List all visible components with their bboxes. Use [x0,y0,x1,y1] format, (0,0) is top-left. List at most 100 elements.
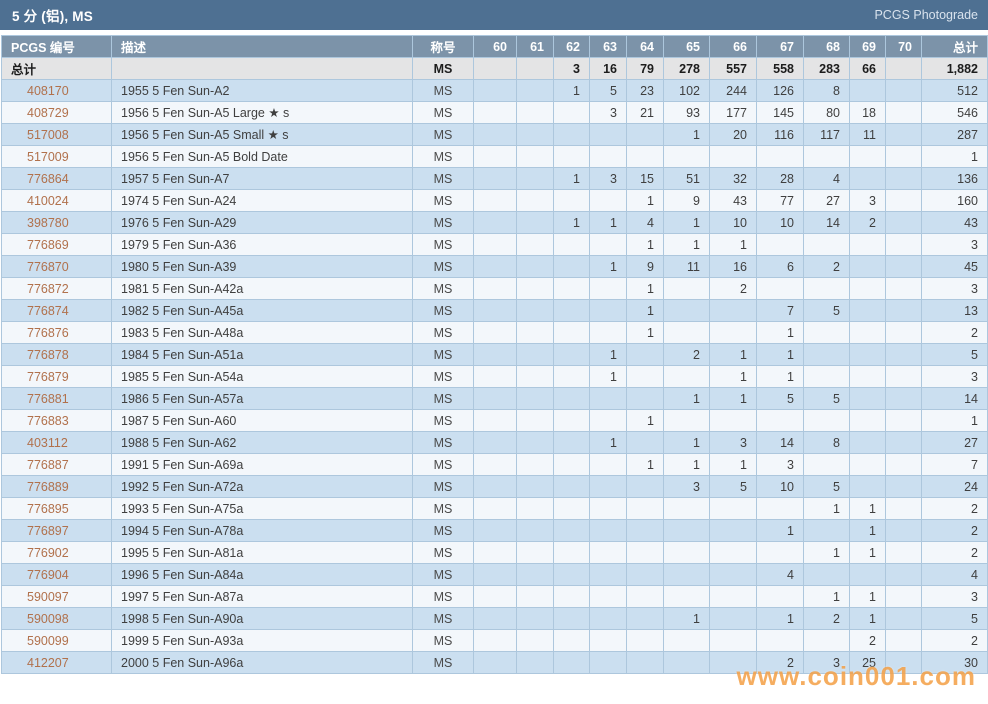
pcgs-number-link[interactable]: 776869 [27,237,69,252]
row-total-cell: 43 [921,211,988,234]
pcgs-number-link[interactable]: 776874 [27,303,69,318]
grade-cell-70 [885,211,922,234]
pcgs-number-link[interactable]: 590099 [27,633,69,648]
grade-cell-68: 8 [803,79,850,102]
grade-cell-66: 1 [709,233,757,256]
grade-cell-64 [626,519,664,542]
grade-cell-67 [756,145,804,168]
pcgs-number-link[interactable]: 410024 [27,193,69,208]
row-total-cell: 2 [921,497,988,520]
grade-cell-60 [473,387,517,410]
pcgs-number-link[interactable]: 776883 [27,413,69,428]
grade-cell-67 [756,541,804,564]
grade-cell-65 [663,541,710,564]
grade-cell-61 [516,453,554,476]
page-title: 5 分 (铝), MS [12,9,93,24]
grade-cell-69 [849,321,886,344]
grade-cell-65 [663,563,710,586]
pcgs-number-link[interactable]: 517009 [27,149,69,164]
pcgs-cell: 517008 [1,123,112,146]
table-row: 776874 1982 5 Fen Sun-A45a MS 1 7 5 13 [1,299,988,322]
pcgs-number-link[interactable]: 776887 [27,457,69,472]
table-row: 776895 1993 5 Fen Sun-A75a MS 1 1 2 [1,497,988,520]
row-total-cell: 287 [921,123,988,146]
grade-cell-60 [473,453,517,476]
grade-cell-61 [516,101,554,124]
grade-cell-64 [626,607,664,630]
totals-grade-63: 16 [589,57,627,80]
pcgs-number-link[interactable]: 590097 [27,589,69,604]
row-total-cell: 14 [921,387,988,410]
grade-cell-60 [473,189,517,212]
grade-cell-68 [803,365,850,388]
pcgs-cell: 590099 [1,629,112,652]
grade-cell-68: 4 [803,167,850,190]
pcgs-number-link[interactable]: 408170 [27,83,69,98]
pcgs-number-link[interactable]: 776897 [27,523,69,538]
description-cell: 1992 5 Fen Sun-A72a [111,475,413,498]
table-row: 776878 1984 5 Fen Sun-A51a MS 1 2 1 1 5 [1,343,988,366]
row-total-cell: 3 [921,233,988,256]
grade-cell-63 [589,189,627,212]
pcgs-number-link[interactable]: 776881 [27,391,69,406]
grade-cell-69 [849,167,886,190]
description-cell: 1980 5 Fen Sun-A39 [111,255,413,278]
grade-cell-61 [516,343,554,366]
totals-grade-61 [516,57,554,80]
designation-cell: MS [412,651,474,674]
pcgs-number-link[interactable]: 776876 [27,325,69,340]
grade-cell-69: 1 [849,607,886,630]
designation-cell: MS [412,365,474,388]
grade-cell-60 [473,233,517,256]
pcgs-number-link[interactable]: 776895 [27,501,69,516]
pcgs-number-link[interactable]: 590098 [27,611,69,626]
pcgs-number-link[interactable]: 517008 [27,127,69,142]
pcgs-number-link[interactable]: 776864 [27,171,69,186]
grade-cell-65: 1 [663,211,710,234]
row-total-cell: 2 [921,321,988,344]
pcgs-cell: 776876 [1,321,112,344]
grade-cell-64 [626,343,664,366]
pcgs-number-link[interactable]: 398780 [27,215,69,230]
grade-cell-69: 2 [849,211,886,234]
grade-cell-68 [803,145,850,168]
pcgs-cell: 590097 [1,585,112,608]
designation-cell: MS [412,167,474,190]
pcgs-cell: 412207 [1,651,112,674]
grade-cell-61 [516,585,554,608]
row-total-cell: 546 [921,101,988,124]
grade-cell-67: 14 [756,431,804,454]
grade-cell-60 [473,255,517,278]
pcgs-number-link[interactable]: 776902 [27,545,69,560]
totals-grade-65: 278 [663,57,710,80]
grade-cell-60 [473,409,517,432]
pcgs-number-link[interactable]: 776879 [27,369,69,384]
grade-cell-61 [516,79,554,102]
grade-cell-69: 18 [849,101,886,124]
col-header-64: 64 [626,35,664,58]
grade-cell-70 [885,299,922,322]
grade-cell-64 [626,387,664,410]
designation-cell: MS [412,519,474,542]
pcgs-number-link[interactable]: 776878 [27,347,69,362]
photograde-link[interactable]: PCGS Photograde [874,8,978,22]
description-cell: 1993 5 Fen Sun-A75a [111,497,413,520]
table-row: 408729 1956 5 Fen Sun-A5 Large ★ s MS 3 21 93… [1,101,988,124]
col-header-70: 70 [885,35,922,58]
pcgs-number-link[interactable]: 776904 [27,567,69,582]
grade-cell-62 [553,563,590,586]
grade-cell-66: 177 [709,101,757,124]
pcgs-number-link[interactable]: 776872 [27,281,69,296]
grade-cell-61 [516,145,554,168]
pcgs-cell: 776870 [1,255,112,278]
pcgs-number-link[interactable]: 403112 [27,435,68,450]
pcgs-number-link[interactable]: 776870 [27,259,69,274]
grade-cell-61 [516,563,554,586]
grade-cell-68: 117 [803,123,850,146]
pcgs-number-link[interactable]: 776889 [27,479,69,494]
grade-cell-65: 1 [663,233,710,256]
pcgs-number-link[interactable]: 412207 [27,655,69,670]
description-cell: 1998 5 Fen Sun-A90a [111,607,413,630]
pcgs-number-link[interactable]: 408729 [27,105,69,120]
designation-cell: MS [412,541,474,564]
